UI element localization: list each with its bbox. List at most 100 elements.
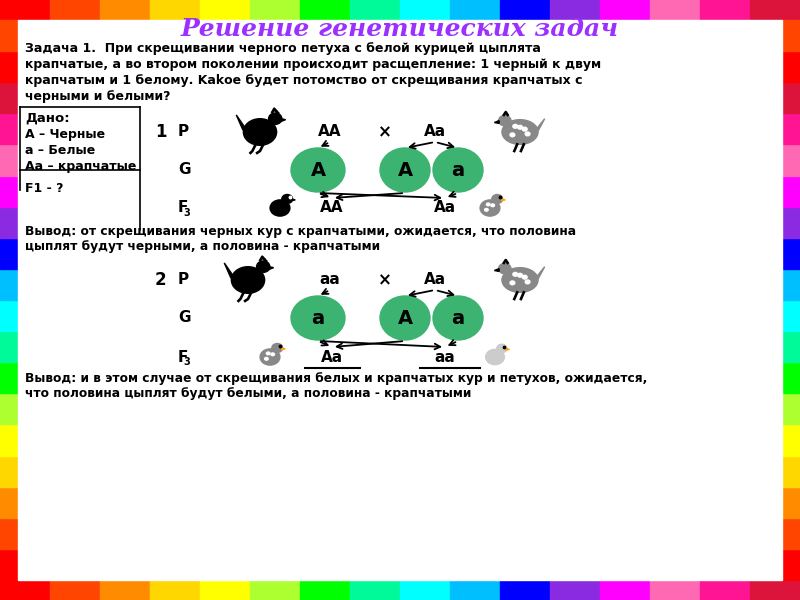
Bar (700, 0, 750, 20)
Polygon shape (282, 348, 286, 350)
Text: Aa: Aa (434, 200, 456, 215)
Bar (0, 113, 18, 145)
Ellipse shape (433, 296, 483, 340)
Bar (0, 362, 18, 394)
Bar (100, 0, 150, 20)
Bar (0, 549, 18, 580)
Bar (782, 176, 800, 206)
Ellipse shape (265, 358, 268, 360)
Ellipse shape (522, 127, 527, 131)
Bar (450, 0, 500, 20)
Bar (0, 176, 18, 206)
Text: 3: 3 (183, 208, 190, 218)
Polygon shape (506, 349, 510, 350)
Bar (782, 424, 800, 455)
Bar (782, 362, 800, 394)
Bar (782, 487, 800, 518)
Polygon shape (494, 121, 499, 124)
Polygon shape (292, 199, 295, 201)
Bar (782, 113, 800, 145)
Bar (782, 269, 800, 300)
Ellipse shape (497, 344, 507, 353)
Bar (350, 580, 400, 600)
Bar (782, 455, 800, 487)
Bar (450, 580, 500, 600)
Text: a: a (451, 308, 465, 328)
Polygon shape (281, 119, 286, 122)
Bar (782, 82, 800, 113)
Ellipse shape (269, 113, 282, 124)
Bar (0, 238, 18, 269)
Ellipse shape (522, 275, 527, 279)
Bar (500, 0, 550, 20)
Text: aa: aa (434, 349, 455, 364)
Text: Aa: Aa (321, 349, 343, 364)
Ellipse shape (282, 194, 293, 203)
Bar (0, 20, 18, 51)
Text: A: A (398, 308, 413, 328)
Ellipse shape (498, 263, 511, 274)
Text: A: A (310, 160, 326, 179)
Bar (0, 487, 18, 518)
Text: A: A (398, 160, 413, 179)
Polygon shape (502, 199, 506, 201)
Bar (782, 331, 800, 362)
Text: F1 - ?: F1 - ? (25, 182, 63, 195)
Text: AA: AA (318, 124, 342, 139)
Text: Вывод: от скрещивания черных кур с крапчатыми, ожидается, что половина: Вывод: от скрещивания черных кур с крапч… (25, 225, 576, 238)
Bar (100, 580, 150, 600)
Ellipse shape (513, 124, 518, 128)
Ellipse shape (270, 200, 290, 216)
Text: Aa: Aa (424, 124, 446, 139)
Text: Aa: Aa (424, 272, 446, 287)
Ellipse shape (491, 204, 494, 206)
Bar (0, 206, 18, 238)
Polygon shape (494, 269, 499, 271)
Text: а – Белые: а – Белые (25, 144, 95, 157)
Bar (782, 518, 800, 549)
Text: черными и белыми?: черными и белыми? (25, 90, 170, 103)
Polygon shape (269, 266, 274, 269)
Text: Задача 1.  При скрещивании черного петуха с белой курицей цыплята: Задача 1. При скрещивании черного петуха… (25, 42, 541, 55)
Text: Дано:: Дано: (25, 112, 70, 125)
Ellipse shape (485, 208, 488, 211)
Ellipse shape (518, 274, 522, 277)
Ellipse shape (502, 268, 538, 292)
Bar (600, 580, 650, 600)
Ellipse shape (271, 353, 274, 356)
Bar (50, 580, 100, 600)
Text: F: F (178, 200, 188, 215)
Text: ×: × (378, 271, 392, 289)
Bar (500, 580, 550, 600)
Bar (782, 394, 800, 424)
Bar (0, 145, 18, 176)
Text: крапчатые, а во втором поколении происходит расщепление: 1 черный к двум: крапчатые, а во втором поколении происхо… (25, 58, 601, 71)
Text: 2: 2 (155, 271, 166, 289)
Bar (0, 518, 18, 549)
Ellipse shape (498, 115, 511, 126)
Bar (200, 0, 250, 20)
Bar (150, 0, 200, 20)
Ellipse shape (492, 194, 502, 203)
Text: G: G (178, 163, 190, 178)
Bar (300, 580, 350, 600)
Ellipse shape (266, 352, 270, 355)
Ellipse shape (486, 349, 504, 365)
Bar (750, 0, 800, 20)
Ellipse shape (486, 203, 490, 206)
Bar (250, 0, 300, 20)
Text: P: P (178, 124, 189, 139)
Ellipse shape (518, 125, 522, 129)
Bar (0, 300, 18, 331)
Polygon shape (537, 119, 545, 131)
Bar (650, 0, 700, 20)
Bar (0, 51, 18, 82)
Bar (650, 580, 700, 600)
Text: P: P (178, 272, 189, 287)
Bar (0, 82, 18, 113)
Bar (350, 0, 400, 20)
Ellipse shape (513, 272, 518, 276)
Ellipse shape (291, 296, 345, 340)
Bar (0, 269, 18, 300)
Text: G: G (178, 311, 190, 325)
